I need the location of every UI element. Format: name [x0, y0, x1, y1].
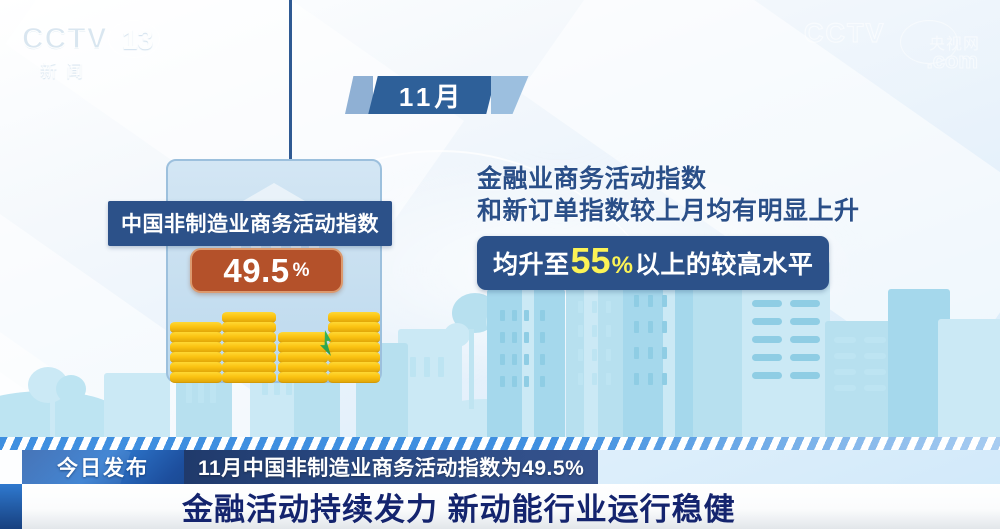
background-arc — [170, 150, 710, 450]
index-value-unit: % — [292, 260, 310, 281]
index-card-label-text: 中国非制造业商务活动指数 — [121, 213, 379, 236]
month-banner-body: 11月 — [368, 76, 496, 114]
month-banner-label: 11月 — [399, 81, 465, 112]
highlight-box-value: 55 — [570, 240, 611, 281]
headline-bar — [0, 484, 1000, 529]
growth-arrow-icon — [320, 330, 331, 356]
pin-connector-line — [289, 0, 292, 185]
index-card-label: 中国非制造业商务活动指数 — [108, 201, 392, 246]
highlight-box-value-unit: % — [611, 252, 633, 279]
highlight-box-suffix: 以上的较高水平 — [634, 251, 814, 279]
headline-bar-accent — [0, 484, 22, 529]
highlight-line-2: 和新订单指数较上月均有明显上升 — [477, 197, 860, 225]
subtitle-bar: 11月中国非制造业商务活动指数为49.5% — [184, 450, 599, 484]
today-release-badge: 今日发布 — [22, 450, 184, 484]
month-banner: 11月 — [345, 76, 529, 114]
coin-stacks-illustration — [168, 300, 380, 383]
headline-text: 金融活动持续发力 新动能行业运行稳健 — [182, 492, 736, 527]
highlight-line-1: 金融业商务活动指数 — [477, 165, 707, 193]
today-release-badge-text: 今日发布 — [57, 457, 149, 480]
decorative-stripe-band-shade — [0, 437, 1000, 450]
highlight-text-block: 金融业商务活动指数 和新订单指数较上月均有明显上升 均升至 55 % 以上的较高… — [477, 163, 947, 290]
highlight-callout-box: 均升至 55 % 以上的较高水平 — [477, 236, 830, 290]
headline-text-wrap: 金融活动持续发力 新动能行业运行稳健 — [182, 484, 736, 529]
index-value-badge: 49.5 % — [190, 248, 343, 293]
index-value-number: 49.5 — [223, 252, 290, 289]
highlight-box-prefix: 均升至 — [493, 251, 570, 279]
lower-third: 今日发布 新闻直播间 LIVE NEWS 11月中国非制造业商务活动指数为49.… — [0, 437, 1000, 529]
month-banner-right-wing — [490, 76, 529, 114]
subtitle-text: 11月中国非制造业商务活动指数为49.5% — [198, 457, 585, 480]
cityscape-illustration — [0, 239, 1000, 443]
